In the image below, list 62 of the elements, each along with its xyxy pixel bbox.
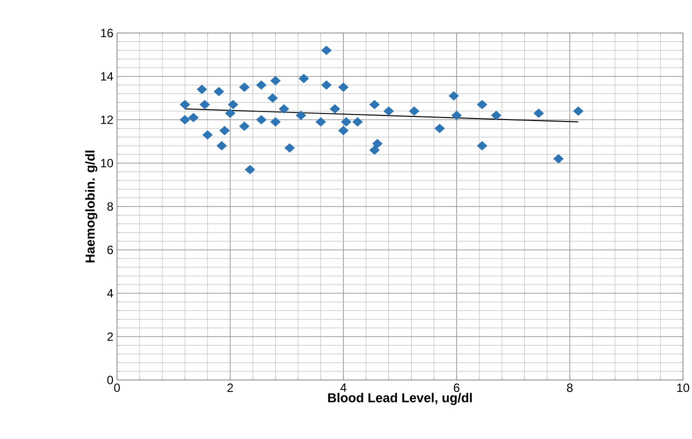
point [476,100,488,110]
point [330,104,340,114]
point [338,82,349,92]
point [296,110,306,120]
x-tick-label: 6 [454,384,460,392]
x-tick-label: 8 [566,384,573,392]
point [448,91,460,101]
point [219,126,230,136]
point [408,106,420,116]
point [188,112,199,122]
y-tick-label: 10 [101,158,114,168]
x-tick-label: 2 [227,384,233,392]
point [321,46,332,56]
point [228,100,238,110]
point [372,138,383,148]
point [239,122,250,131]
point [338,126,349,136]
point [256,80,267,90]
point [180,115,190,124]
point [340,117,352,127]
x-tick-label: 0 [114,384,120,392]
point [321,80,332,90]
point [270,117,281,127]
point [270,76,281,86]
point [369,100,380,110]
y-tick-label: 16 [101,28,113,38]
point [383,106,394,116]
y-tick-label: 8 [107,202,113,211]
point [239,82,250,92]
point [533,108,544,118]
point [490,110,502,120]
point [451,110,462,120]
point [278,104,290,114]
point [224,108,236,118]
point [369,145,380,155]
y-axis-title: Haemoglobin. g/dl [85,150,98,262]
point [199,100,210,110]
point [216,141,227,150]
x-tick-label: 10 [677,384,690,392]
point [553,154,564,164]
x-tick-label: 4 [340,384,346,392]
point [244,164,256,174]
y-tick-label: 6 [107,246,113,254]
point [476,141,488,150]
y-tick-label: 12 [101,116,113,124]
point [434,124,445,134]
point [573,106,584,116]
point [316,117,326,127]
point [202,130,213,140]
y-tick-label: 2 [107,332,113,341]
point [214,86,224,96]
y-tick-label: 4 [107,289,114,298]
point [267,93,278,103]
x-axis-title: Blood Lead Level, ug/dl [328,392,472,405]
y-tick-label: 14 [101,72,114,80]
point [196,84,208,94]
y-tick-label: 0 [107,376,114,384]
point [256,115,267,124]
point [284,143,295,153]
point [298,74,310,84]
point [180,100,190,110]
point [352,117,363,127]
